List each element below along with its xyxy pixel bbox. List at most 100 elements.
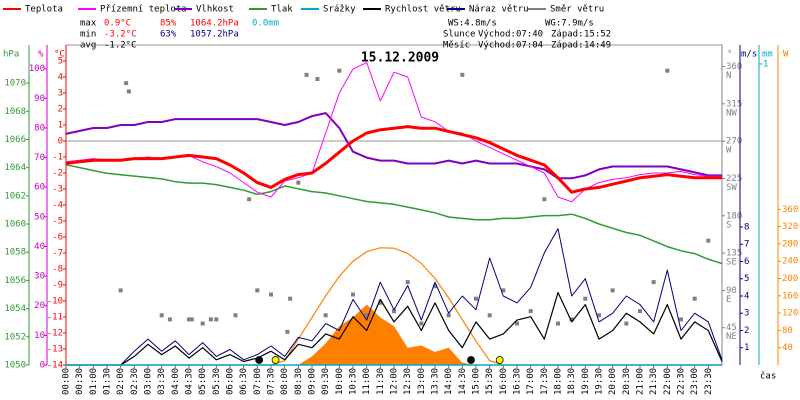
y-tick-label: 1054 (4, 304, 26, 314)
moon-set-marker (467, 356, 475, 364)
y-tick-label: 320 (782, 222, 798, 232)
y-tick-label: 80 (782, 326, 793, 336)
wind-direction-point (124, 81, 129, 86)
y-tick-label: 200 (782, 274, 798, 284)
y-tick-label: -7 (52, 249, 63, 259)
legend-label: Rychlost větru (385, 5, 461, 15)
wind-direction-point (167, 317, 172, 322)
axis-unit: m/s (741, 50, 757, 60)
y-tick-label: 70 (34, 153, 45, 163)
x-tick-label: 18:00 (554, 368, 564, 395)
y-tick-label: 3 (58, 89, 63, 99)
stat-humidity: 85% (160, 19, 177, 29)
y-tick-label: -14 (47, 361, 63, 371)
x-axis-label: čas (760, 371, 776, 382)
y-tick-label: 360 (726, 62, 742, 72)
x-tick-label: 16:00 (499, 368, 509, 395)
sun-rise: 07:40 (516, 30, 543, 40)
stat-label: min (80, 30, 96, 40)
x-tick-label: 05:30 (212, 368, 222, 395)
wind-direction-point (255, 288, 260, 293)
sun-rise-marker (271, 356, 280, 364)
x-tick-label: 03:30 (157, 368, 167, 395)
y-tick-label: 1068 (4, 107, 26, 117)
y-tick-label: 1 (763, 59, 768, 69)
y-tick-label: 50 (34, 212, 45, 222)
y-tick-label: 1 (58, 121, 63, 131)
stat-pressure: 1064.2hPa (190, 19, 239, 29)
axis-unit: hPa (3, 50, 19, 60)
moon-rise-label: Východ: (478, 41, 516, 51)
wind-direction-point (200, 321, 205, 326)
y-tick-label: 1064 (4, 163, 26, 173)
axis-unit: ° (727, 50, 732, 60)
x-tick-label: 22:30 (677, 368, 687, 395)
compass-label: SW (726, 183, 737, 193)
x-tick-label: 14:30 (458, 368, 468, 395)
x-tick-label: 18:30 (567, 368, 577, 395)
x-tick-label: 15:30 (485, 368, 495, 395)
wind-direction-point (323, 313, 328, 318)
y-tick-label: -5 (52, 217, 63, 227)
wind-direction-point (233, 313, 238, 318)
wind-direction-point (269, 292, 273, 297)
wind-stat: WG:7.9m/s (545, 19, 594, 29)
x-tick-label: 13:00 (417, 368, 427, 395)
stat-temp: -1.2°C (104, 41, 137, 51)
y-tick-label: 1056 (4, 276, 26, 286)
y-tick-label: 20 (34, 301, 45, 311)
x-tick-label: 11:30 (376, 368, 386, 395)
legend-label: Směr větru (550, 5, 604, 15)
wind-direction-point (214, 317, 219, 322)
y-tick-label: 1070 (4, 79, 26, 89)
wind-direction-point (118, 288, 123, 293)
y-tick-label: -10 (47, 297, 63, 307)
legend-label: Tlak (271, 5, 293, 15)
radiation-area (66, 304, 722, 365)
compass-label: N (726, 71, 731, 81)
compass-label: E (726, 295, 731, 305)
wind-direction-point (288, 296, 293, 301)
sun-set-marker (495, 356, 504, 364)
y-tick-label: 10 (34, 331, 45, 341)
wind-direction-point (610, 288, 615, 293)
wind-direction-point (315, 76, 320, 81)
x-tick-label: 04:30 (185, 368, 195, 395)
legend-label: Přízemní teplota (100, 5, 187, 15)
wind-direction-point (337, 68, 342, 73)
y-tick-label: 0 (40, 361, 45, 371)
x-tick-label: 01:00 (89, 368, 99, 395)
stat-pressure: 1057.2hPa (190, 30, 239, 40)
wind-direction-point (569, 317, 574, 322)
wind-direction-point (189, 317, 194, 322)
x-tick-label: 09:30 (321, 368, 331, 395)
wind-direction-point (208, 317, 213, 322)
x-tick-label: 23:00 (690, 368, 700, 395)
compass-label: W (726, 146, 732, 156)
series-line (65, 112, 722, 180)
y-tick-label: 7 (744, 240, 749, 250)
y-tick-label: 1060 (4, 220, 26, 230)
x-tick-label: 01:30 (103, 368, 113, 395)
legend-label: Teplota (25, 5, 63, 15)
x-tick-label: 07:30 (267, 368, 277, 395)
x-tick-label: 20:00 (608, 368, 618, 395)
sun-set: 15:52 (584, 30, 611, 40)
y-tick-label: -13 (47, 345, 63, 355)
y-tick-label: -9 (52, 281, 63, 291)
x-tick-label: 00:30 (75, 368, 85, 395)
wind-direction-point (651, 280, 656, 285)
x-tick-label: 13:30 (431, 368, 441, 395)
y-tick-label: 30 (34, 272, 45, 282)
y-tick-label: 1 (744, 343, 749, 353)
y-tick-label: 90 (726, 286, 737, 296)
x-tick-label: 04:00 (171, 368, 181, 395)
stat-precip: 0.0mm (252, 19, 279, 29)
x-tick-label: 14:00 (444, 368, 454, 395)
x-tick-label: 22:00 (663, 368, 673, 395)
y-tick-label: -6 (52, 233, 63, 243)
x-tick-label: 17:30 (540, 368, 550, 395)
x-tick-label: 10:00 (335, 368, 345, 395)
